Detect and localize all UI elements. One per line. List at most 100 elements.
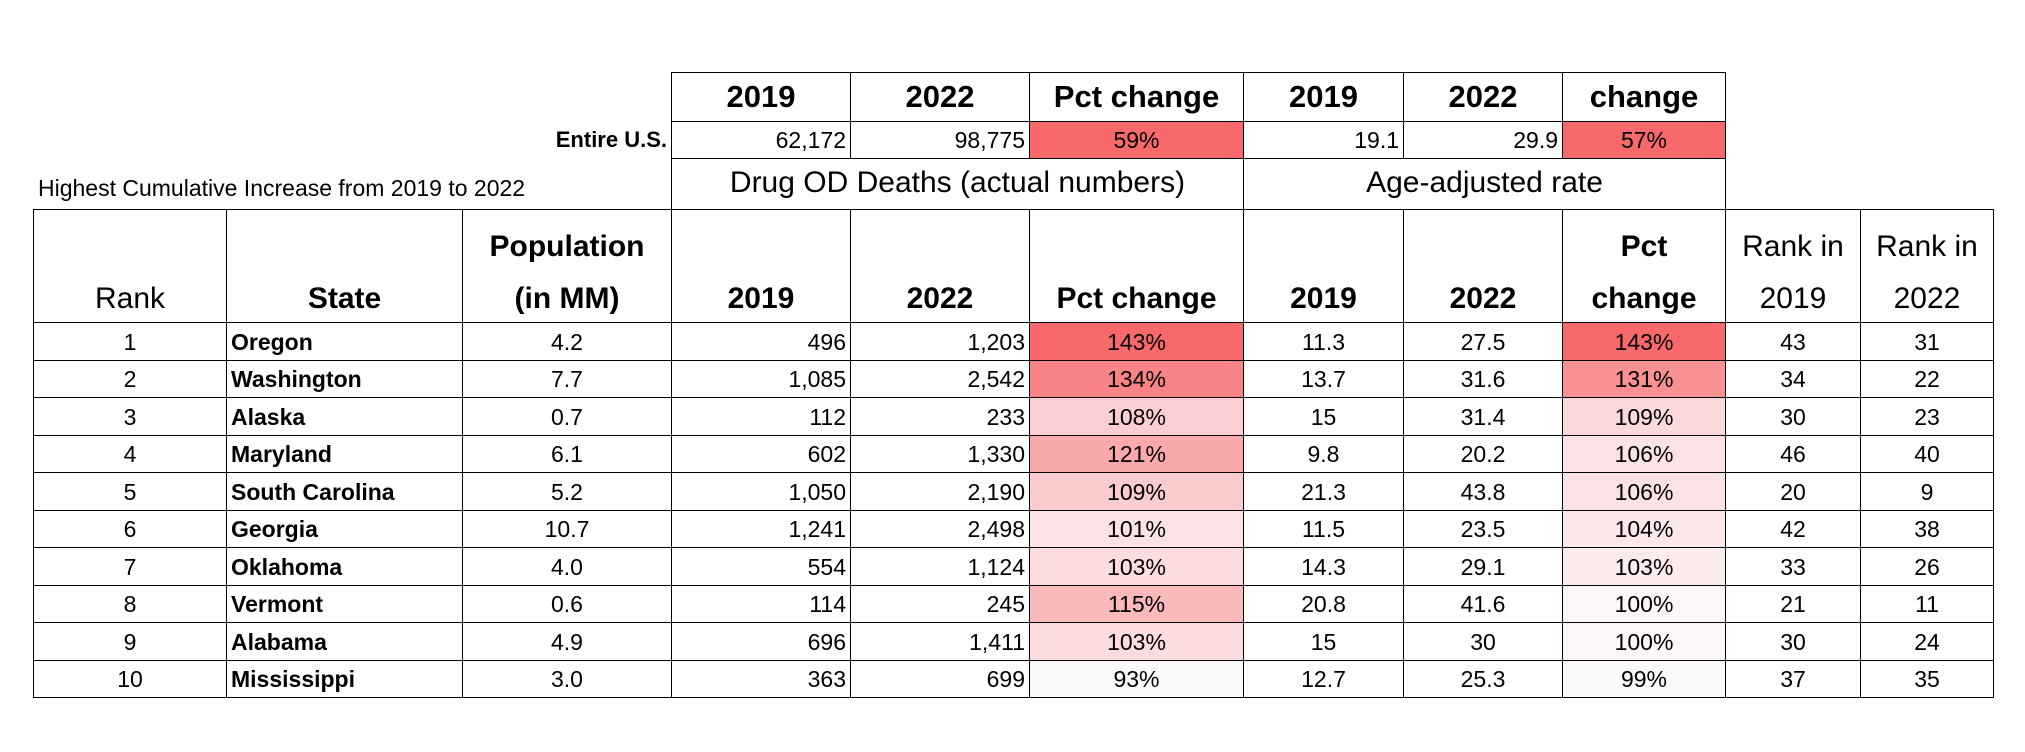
cell-rank2019: 33 (1725, 547, 1861, 586)
col-header-state-label: State (307, 282, 382, 315)
cell-d2019: 1,241 (671, 510, 851, 548)
cell-rank2022: 31 (1860, 322, 1994, 361)
cell-population: 4.2 (462, 322, 672, 361)
cell-rpct: 100% (1562, 585, 1726, 623)
cell-r2019: 14.3 (1243, 547, 1404, 586)
cell-d2022: 2,498 (850, 510, 1030, 548)
cell-r2019: 9.8 (1243, 435, 1404, 473)
cell-d2022: 233 (850, 397, 1030, 436)
cell-state: South Carolina (226, 472, 463, 511)
cell-rank: 1 (33, 322, 227, 361)
cell-r2022: 31.6 (1403, 360, 1563, 398)
cell-population: 6.1 (462, 435, 672, 473)
cell-d2019: 114 (671, 585, 851, 623)
cell-d2022: 1,411 (850, 622, 1030, 661)
cell-state: Georgia (226, 510, 463, 548)
cell-rank2019: 46 (1725, 435, 1861, 473)
entire-us-rate-2019: 19.1 (1243, 121, 1404, 159)
cell-rank: 9 (33, 622, 227, 661)
cell-rank2019: 30 (1725, 397, 1861, 436)
cell-state: Oklahoma (226, 547, 463, 586)
cell-rank: 3 (33, 397, 227, 436)
cell-d2022: 2,190 (850, 472, 1030, 511)
cell-rank2022: 11 (1860, 585, 1994, 623)
table-subtitle: Highest Cumulative Increase from 2019 to… (38, 175, 526, 201)
cell-rank2022: 23 (1860, 397, 1994, 436)
col-header-deaths-pct-change-label: Pct change (1056, 282, 1217, 315)
cell-state: Vermont (226, 585, 463, 623)
cell-r2019: 11.3 (1243, 322, 1404, 361)
col-header-rank-2019-line1: Rank in (1742, 230, 1844, 263)
cell-rank2019: 30 (1725, 622, 1861, 661)
cell-rank2022: 26 (1860, 547, 1994, 586)
cell-r2019: 21.3 (1243, 472, 1404, 511)
col-header-population: Population (in MM) (462, 209, 672, 323)
cell-population: 3.0 (462, 660, 672, 698)
col-header-rate-pct-change: Pct change (1562, 209, 1726, 323)
col-header-rank: Rank (33, 209, 227, 323)
cell-dpct: 108% (1029, 397, 1244, 436)
col-header-deaths-pct-change: Pct change (1029, 209, 1244, 323)
col-header-state: State (226, 209, 463, 323)
col-header-deaths-2019-label: 2019 (727, 282, 795, 315)
col-header-rate-pct-change-line2: change (1591, 282, 1697, 315)
cell-rpct: 106% (1562, 435, 1726, 473)
cell-rank: 7 (33, 547, 227, 586)
cell-rank: 4 (33, 435, 227, 473)
cell-rank2019: 37 (1725, 660, 1861, 698)
top-header-2019-rate: 2019 (1243, 72, 1404, 122)
cell-d2019: 696 (671, 622, 851, 661)
cell-rpct: 106% (1562, 472, 1726, 511)
cell-population: 0.6 (462, 585, 672, 623)
cell-rank2022: 9 (1860, 472, 1994, 511)
entire-us-rate-pct: 57% (1562, 121, 1726, 159)
cell-r2019: 15 (1243, 397, 1404, 436)
cell-dpct: 103% (1029, 547, 1244, 586)
top-header-2022-rate: 2022 (1403, 72, 1563, 122)
col-header-rate-2022: 2022 (1403, 209, 1563, 323)
cell-rank2022: 38 (1860, 510, 1994, 548)
col-header-deaths-2022: 2022 (850, 209, 1030, 323)
cell-d2019: 1,085 (671, 360, 851, 398)
col-header-population-line2: (in MM) (514, 282, 620, 315)
col-header-rate-2019-label: 2019 (1290, 282, 1357, 315)
top-header-change-rate: change (1562, 72, 1726, 122)
cell-population: 5.2 (462, 472, 672, 511)
cell-dpct: 134% (1029, 360, 1244, 398)
cell-d2022: 699 (850, 660, 1030, 698)
col-header-rank-label: Rank (94, 282, 166, 315)
col-header-deaths-2019: 2019 (671, 209, 851, 323)
cell-rpct: 143% (1562, 322, 1726, 361)
cell-r2022: 31.4 (1403, 397, 1563, 436)
cell-state: Alabama (226, 622, 463, 661)
top-header-2022-deaths: 2022 (850, 72, 1030, 122)
cell-dpct: 101% (1029, 510, 1244, 548)
col-header-rate-2019: 2019 (1243, 209, 1404, 323)
cell-r2022: 43.8 (1403, 472, 1563, 511)
cell-rpct: 99% (1562, 660, 1726, 698)
cell-rpct: 109% (1562, 397, 1726, 436)
cell-r2019: 12.7 (1243, 660, 1404, 698)
cell-state: Alaska (226, 397, 463, 436)
cell-dpct: 103% (1029, 622, 1244, 661)
cell-rank2022: 35 (1860, 660, 1994, 698)
cell-r2019: 15 (1243, 622, 1404, 661)
cell-r2022: 20.2 (1403, 435, 1563, 473)
cell-d2019: 496 (671, 322, 851, 361)
cell-dpct: 143% (1029, 322, 1244, 361)
entire-us-rate-2022: 29.9 (1403, 121, 1563, 159)
col-header-rank-2022-line1: Rank in (1876, 230, 1978, 263)
col-header-rank-2022: Rank in 2022 (1860, 209, 1994, 323)
cell-r2022: 41.6 (1403, 585, 1563, 623)
cell-rank: 5 (33, 472, 227, 511)
cell-dpct: 115% (1029, 585, 1244, 623)
cell-d2019: 602 (671, 435, 851, 473)
cell-state: Mississippi (226, 660, 463, 698)
cell-dpct: 109% (1029, 472, 1244, 511)
cell-rank2019: 21 (1725, 585, 1861, 623)
group-header-age-adjusted-rate: Age-adjusted rate (1243, 158, 1726, 210)
cell-d2022: 2,542 (850, 360, 1030, 398)
cell-population: 4.0 (462, 547, 672, 586)
cell-dpct: 93% (1029, 660, 1244, 698)
col-header-rate-pct-change-line1: Pct (1620, 230, 1668, 263)
